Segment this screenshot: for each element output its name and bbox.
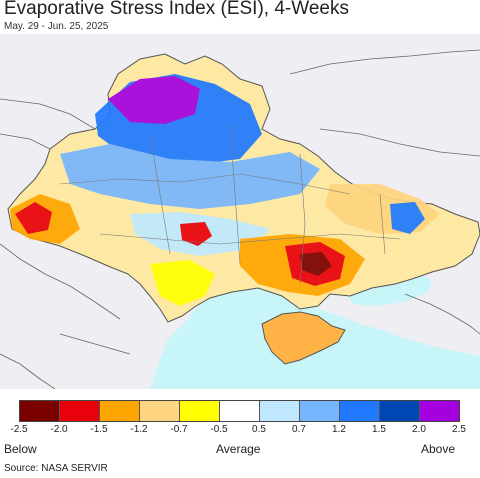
legend-swatch-3 xyxy=(100,401,140,421)
legend-tick: 2.0 xyxy=(412,424,426,435)
legend-swatch-11 xyxy=(420,401,459,421)
legend-label-above: Above xyxy=(421,442,456,456)
legend-tick: 1.5 xyxy=(372,424,386,435)
crimea xyxy=(261,311,346,365)
oblast-boundaries xyxy=(59,123,401,285)
legend-label-average: Average xyxy=(216,442,261,456)
legend-tick: 0.5 xyxy=(252,424,266,435)
legend-tick: -1.2 xyxy=(130,424,148,435)
legend-swatch-2 xyxy=(60,401,100,421)
legend-swatch-5 xyxy=(180,401,220,421)
legend-swatch-7 xyxy=(260,401,300,421)
legend-swatch-10 xyxy=(380,401,420,421)
map-title: Evaporative Stress Index (ESI), 4-Weeks xyxy=(4,0,349,19)
legend-tick: -2.0 xyxy=(50,424,68,435)
legend-tick: -0.7 xyxy=(170,424,188,435)
country-borders xyxy=(0,49,480,389)
legend-swatch-9 xyxy=(340,401,380,421)
legend-label-below: Below xyxy=(4,442,37,456)
legend-tick: -2.5 xyxy=(10,424,28,435)
legend-tick: 1.2 xyxy=(332,424,346,435)
legend-tick: -0.5 xyxy=(210,424,228,435)
legend-tick: 0.7 xyxy=(292,424,306,435)
sea-of-azov xyxy=(348,274,432,306)
legend-swatch-6 xyxy=(220,401,260,421)
legend-tick: 2.5 xyxy=(452,424,466,435)
esi-color-legend xyxy=(19,400,460,422)
esi-map xyxy=(0,34,480,389)
legend-swatch-8 xyxy=(300,401,340,421)
source-credit: Source: NASA SERVIR xyxy=(4,463,108,474)
esi-anomaly-patches xyxy=(10,74,440,306)
legend-swatch-4 xyxy=(140,401,180,421)
date-range: May. 29 - Jun. 25, 2025 xyxy=(4,21,109,32)
legend-swatch-1 xyxy=(20,401,60,421)
legend-tick: -1.5 xyxy=(90,424,108,435)
